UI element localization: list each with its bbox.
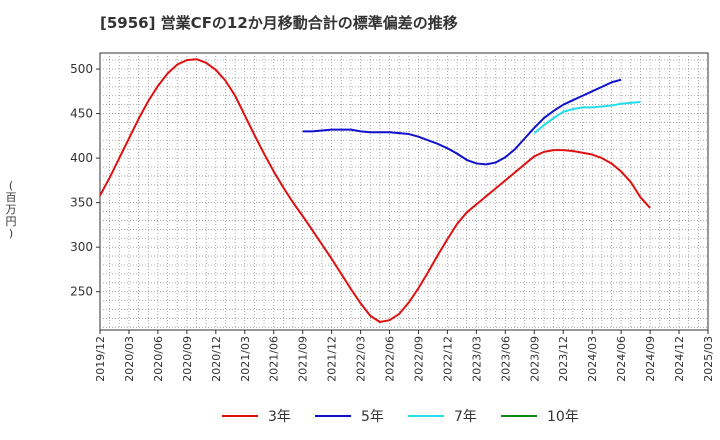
y-tick-label: 350 (70, 196, 93, 210)
x-tick-label: 2023/12 (557, 336, 570, 382)
legend-swatch (315, 415, 351, 417)
legend-item-3年: 3年 (222, 404, 291, 428)
series-line-7年 (533, 100, 641, 134)
series-line-5年 (302, 78, 622, 166)
legend-label: 10年 (547, 409, 579, 425)
series-lines (99, 58, 651, 323)
legend-label: 5年 (361, 409, 384, 425)
x-tick-label: 2020/06 (152, 336, 165, 382)
legend-item-7年: 7年 (408, 404, 477, 428)
y-tick-label: 400 (70, 151, 93, 165)
x-tick-label: 2023/06 (499, 336, 512, 382)
gridlines (100, 53, 708, 330)
y-axis-unit-label: (百万円) (5, 179, 17, 240)
x-tick-label: 2023/03 (470, 336, 483, 382)
x-tick-label: 2021/09 (297, 336, 310, 382)
x-tick-label: 2022/12 (441, 336, 454, 382)
chart-legend: 3年 5年 7年 10年 (0, 404, 720, 428)
y-tick-label: 450 (70, 107, 93, 121)
chart-title: [5956] 営業CFの12か月移動合計の標準偏差の推移 (100, 14, 458, 32)
x-tick-label: 2019/12 (94, 336, 107, 382)
x-tick-label: 2022/06 (384, 336, 397, 382)
x-tick-label: 2020/12 (210, 336, 223, 382)
x-axis-ticks: 2019/12 2020/03 2020/06 2020/09 2020/12 2021/… (94, 330, 715, 382)
legend-label: 3年 (268, 409, 291, 425)
x-tick-label: 2025/03 (702, 336, 715, 382)
legend-swatch (501, 415, 537, 417)
x-tick-label: 2021/12 (326, 336, 339, 382)
y-tick-label: 250 (70, 285, 93, 299)
plot-area (99, 52, 709, 331)
x-tick-label: 2021/06 (268, 336, 281, 382)
x-tick-label: 2024/03 (586, 336, 599, 382)
legend-swatch (408, 415, 444, 417)
legend-item-10年: 10年 (501, 404, 579, 428)
legend-swatch (222, 415, 258, 417)
x-tick-label: 2022/03 (355, 336, 368, 382)
x-tick-label: 2023/09 (528, 336, 541, 382)
legend-item-5年: 5年 (315, 404, 384, 428)
x-tick-label: 2020/03 (123, 336, 136, 382)
x-tick-label: 2024/06 (615, 336, 628, 382)
y-axis-ticks: 250 300 350 400 450 500 (70, 62, 100, 299)
y-tick-label: 300 (70, 240, 93, 254)
legend-label: 7年 (454, 409, 477, 425)
x-tick-label: 2021/03 (239, 336, 252, 382)
x-tick-label: 2020/09 (181, 336, 194, 382)
x-tick-label: 2024/12 (673, 336, 686, 382)
x-tick-label: 2022/09 (412, 336, 425, 382)
y-tick-label: 500 (70, 62, 93, 76)
x-tick-label: 2024/09 (644, 336, 657, 382)
series-line-3年 (99, 58, 651, 323)
